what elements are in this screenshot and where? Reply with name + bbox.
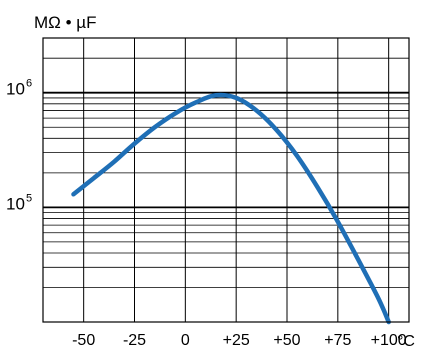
y-tick-exponent: 5: [26, 192, 32, 204]
series-line: [71, 92, 391, 325]
x-axis-unit: °C: [397, 333, 415, 349]
grid: [43, 37, 409, 322]
y-tick-label: 10: [6, 80, 25, 99]
series-layer: [71, 92, 391, 325]
plot-frame: [42, 37, 410, 323]
x-tick-label: -25: [123, 332, 146, 349]
x-tick-label: -50: [72, 332, 95, 349]
x-tick-label: +75: [324, 332, 351, 349]
x-tick-label: +25: [223, 332, 250, 349]
y-axis-unit: MΩ • µF: [34, 13, 96, 32]
y-tick-exponent: 6: [26, 78, 32, 90]
y-tick-label: 10: [6, 194, 25, 213]
x-tick-label: +100: [371, 332, 407, 349]
x-tick-label: 0: [181, 332, 190, 349]
x-tick-label: +50: [273, 332, 300, 349]
